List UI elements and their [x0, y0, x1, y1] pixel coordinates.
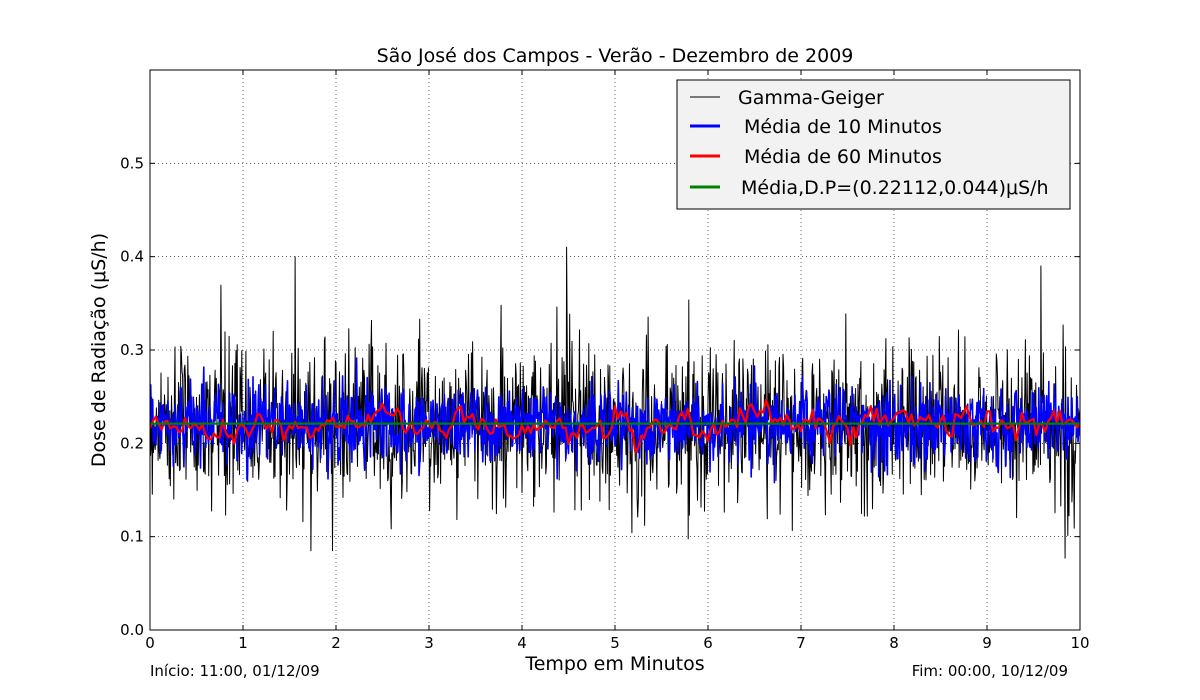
x-axis-label: Tempo em Minutos [524, 653, 704, 675]
y-tick-label: 0.1 [120, 528, 144, 546]
x-tick-label: 5 [610, 634, 620, 652]
chart-title: São José dos Campos - Verão - Dezembro d… [377, 45, 854, 67]
series-2-line [150, 398, 1080, 454]
end-annotation: Fim: 00:00, 10/12/09 [912, 662, 1068, 680]
x-tick-label: 6 [703, 634, 713, 652]
y-axis-label: Dose de Radiação (μS/h) [88, 233, 110, 467]
legend-box [676, 79, 1071, 210]
y-tick-label: 0.4 [120, 248, 144, 266]
y-tick-label: 0.5 [120, 154, 144, 172]
x-tick-label: 0 [145, 634, 155, 652]
x-tick-label: 2 [331, 634, 341, 652]
legend-label-media-10-minutos: Média de 10 Minutos [738, 116, 942, 138]
x-tick-label: 4 [517, 634, 527, 652]
x-tick-label: 3 [424, 634, 434, 652]
legend-label-media-dp: Média,D.P=(0.22112,0.044)μS/h [741, 177, 1049, 199]
x-tick-label: 7 [796, 634, 806, 652]
x-tick-label: 9 [982, 634, 992, 652]
x-tick-label: 1 [238, 634, 248, 652]
x-tick-label: 8 [889, 634, 899, 652]
series-layer [150, 246, 1080, 559]
legend-label-gamma-geiger: Gamma-Geiger [738, 87, 884, 109]
y-tick-label: 0.3 [120, 341, 144, 359]
ticks: 0 1 2 3 4 5 6 7 8 9 10 0.0 0.1 0.2 0.3 0.4 0.5 [120, 70, 1090, 652]
y-tick-label: 0.0 [120, 621, 144, 639]
legend: Gamma-Geiger Média de 10 Minutos Média d… [676, 79, 1071, 210]
start-annotation: Início: 11:00, 01/12/09 [150, 662, 320, 680]
legend-label-media-60-minutos: Média de 60 Minutos [738, 146, 942, 168]
x-tick-label: 10 [1070, 634, 1089, 652]
y-tick-label: 0.2 [120, 434, 144, 452]
